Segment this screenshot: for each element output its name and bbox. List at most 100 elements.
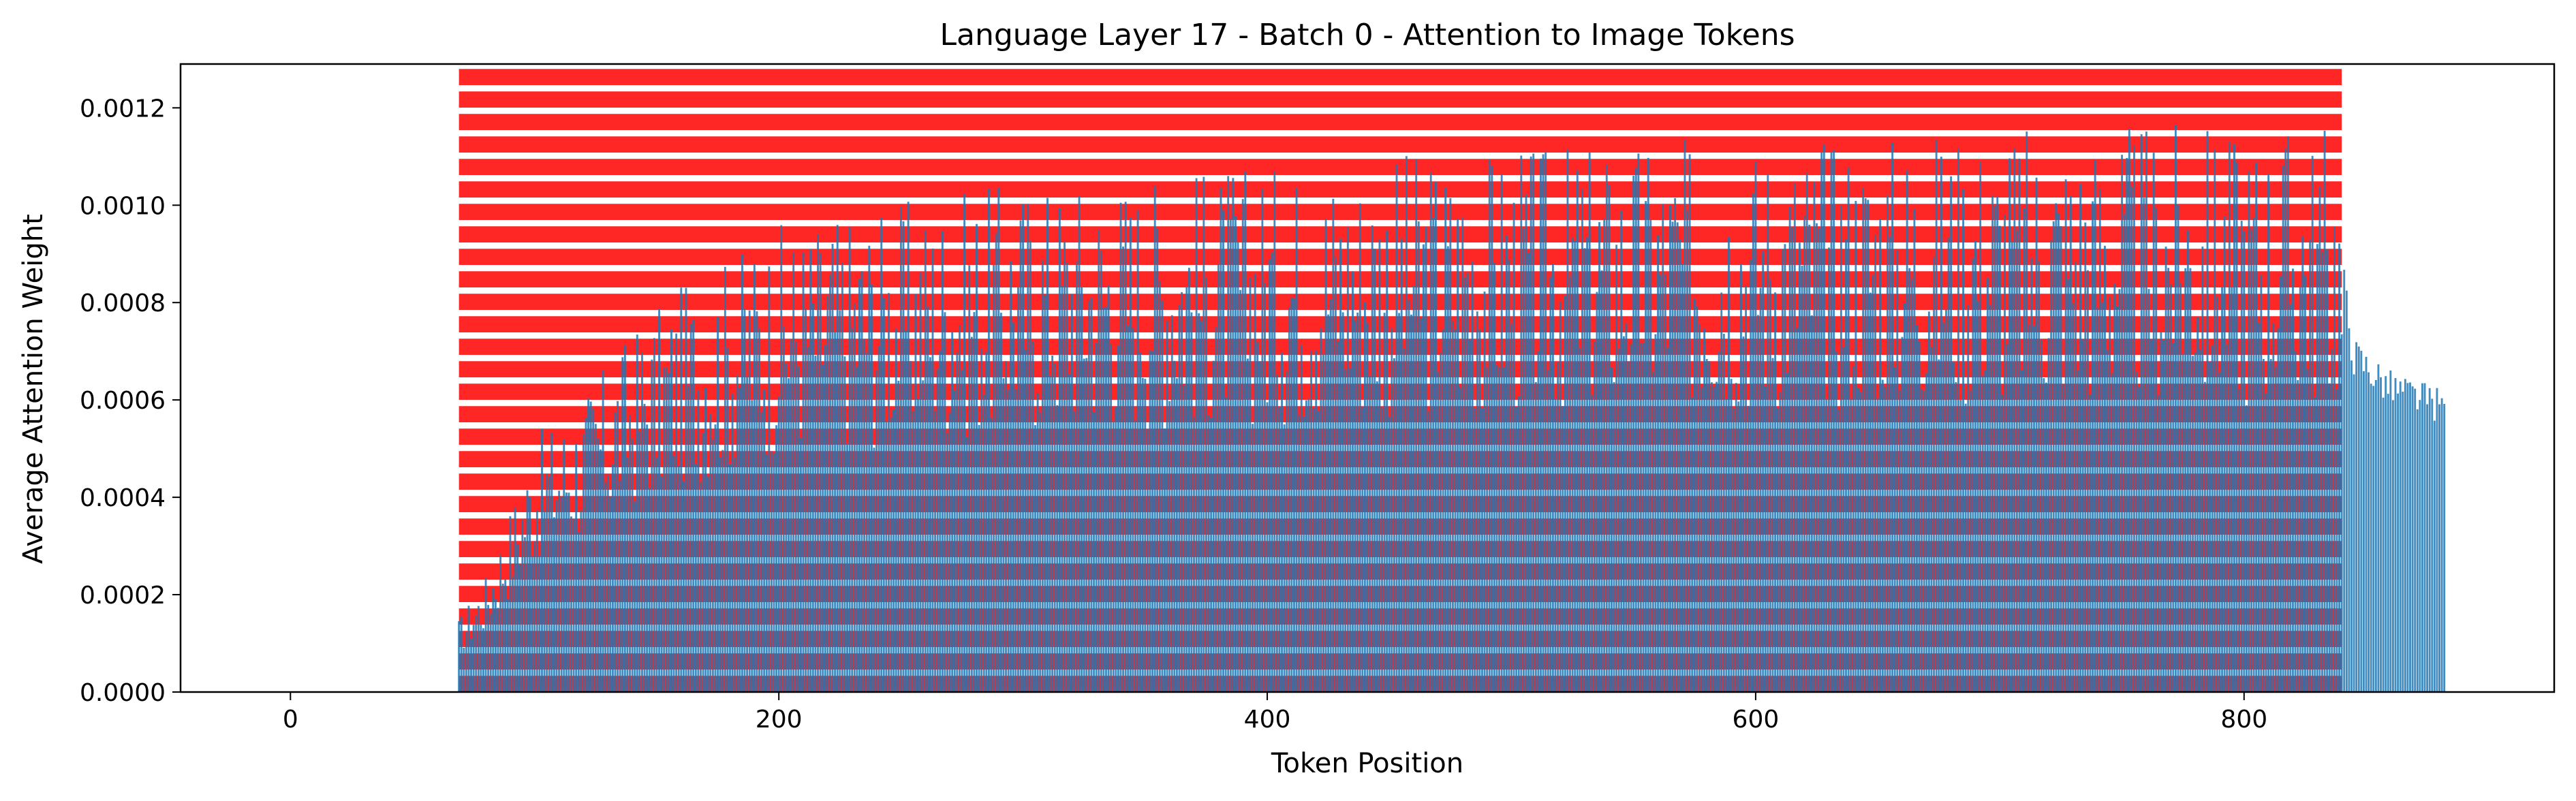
bar — [2389, 370, 2392, 692]
bar — [1666, 347, 1669, 692]
bar — [472, 625, 475, 692]
bar — [2238, 389, 2241, 692]
bar — [1087, 300, 1090, 692]
bar — [1081, 287, 1083, 692]
bar — [1927, 311, 1930, 692]
bar — [2081, 339, 2084, 693]
bar — [1840, 205, 1842, 692]
bar — [1457, 219, 1459, 692]
bar — [1207, 415, 1210, 692]
bar — [1117, 345, 1119, 692]
bar — [506, 599, 509, 692]
bar — [1352, 271, 1354, 692]
bar — [1686, 210, 1688, 692]
bar — [758, 328, 760, 692]
bar — [1583, 248, 1586, 692]
bar — [1742, 336, 1745, 692]
bar — [1713, 387, 1716, 692]
bar — [2414, 388, 2417, 692]
bar — [1622, 336, 1625, 692]
bar — [1315, 350, 1318, 692]
bar — [2440, 398, 2443, 692]
bar — [1374, 249, 1376, 692]
bar — [1156, 228, 1159, 692]
bar — [841, 262, 843, 693]
bar — [475, 615, 478, 692]
bar — [484, 578, 487, 692]
bar — [748, 310, 751, 692]
bar — [680, 287, 683, 692]
bar — [2223, 217, 2226, 692]
bar — [672, 456, 675, 692]
bar — [1098, 230, 1100, 692]
bar — [1588, 152, 1591, 692]
bar — [893, 409, 895, 692]
bar — [1383, 313, 1386, 692]
bar — [2092, 201, 2094, 693]
bar — [1649, 219, 1652, 692]
bar — [1708, 361, 1711, 692]
bar — [636, 334, 638, 692]
bar — [2333, 226, 2336, 692]
bar — [1962, 189, 1965, 692]
bar — [2221, 287, 2223, 692]
bar — [934, 410, 937, 692]
bar — [1828, 247, 1830, 692]
bar — [1461, 217, 1464, 692]
bar — [743, 309, 746, 692]
bar — [987, 188, 990, 693]
bar — [831, 244, 834, 693]
bar — [1064, 241, 1066, 692]
bar — [2150, 339, 2153, 693]
bar — [2316, 244, 2318, 693]
bar — [677, 465, 680, 692]
bar — [807, 347, 809, 692]
bar — [2357, 346, 2360, 692]
bar — [1275, 375, 1278, 692]
bar — [617, 400, 619, 692]
bar — [1559, 301, 1562, 692]
bar — [538, 556, 541, 692]
bar — [700, 482, 702, 692]
bar — [1295, 187, 1298, 692]
bar — [594, 424, 597, 692]
bar — [905, 330, 907, 692]
bar — [1551, 264, 1554, 692]
bar — [1645, 201, 1647, 692]
bar — [1923, 390, 1925, 692]
bar — [982, 394, 985, 692]
bar — [2021, 370, 2023, 692]
bar — [773, 454, 775, 692]
bar — [1788, 206, 1791, 692]
bar — [1093, 412, 1095, 692]
bar — [1634, 168, 1637, 693]
bar — [1261, 189, 1264, 692]
bar — [1500, 174, 1503, 692]
bar — [2323, 130, 2326, 693]
bar — [802, 252, 805, 692]
bar — [2206, 131, 2209, 692]
bar — [646, 424, 649, 692]
bar — [711, 439, 714, 692]
bar — [775, 425, 778, 692]
bar — [1798, 242, 1801, 693]
bar — [638, 431, 641, 692]
bar — [2380, 377, 2382, 692]
bar — [1378, 238, 1381, 693]
bar — [1642, 343, 1645, 692]
bar — [2109, 296, 2111, 692]
bar — [2374, 380, 2377, 692]
bar — [523, 537, 526, 692]
bar — [2157, 395, 2160, 692]
bar — [1657, 235, 1659, 692]
bar — [1395, 164, 1398, 692]
bar — [2391, 400, 2394, 692]
bar — [976, 223, 978, 693]
bar — [993, 264, 995, 692]
bar — [2098, 189, 2101, 693]
bar — [2040, 339, 2043, 692]
bar — [1307, 399, 1310, 692]
bar — [553, 517, 555, 692]
bar — [1881, 379, 1884, 692]
bar — [2172, 343, 2175, 693]
